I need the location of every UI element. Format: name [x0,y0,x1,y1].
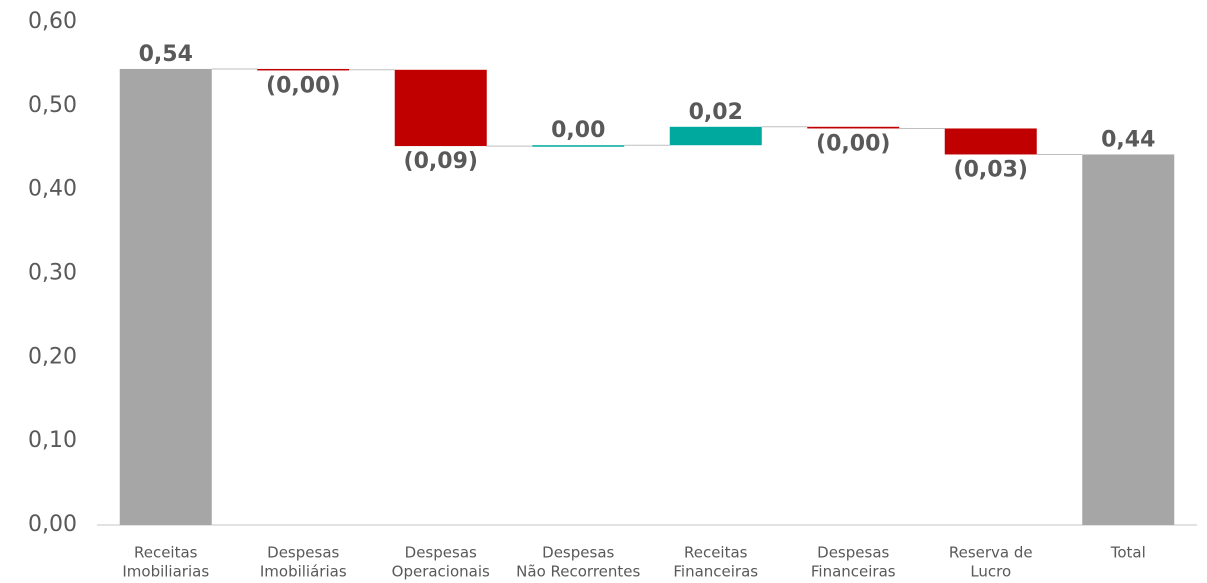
value-label: (0,03) [954,157,1028,182]
x-tick-label: Receitas [134,544,198,562]
x-tick-label: Não Recorrentes [516,563,640,581]
y-tick-label: 0,50 [28,93,77,118]
y-tick-label: 0,00 [28,512,77,537]
value-label: 0,44 [1101,127,1155,152]
bar [257,68,350,71]
x-tick-label: Despesas [542,544,614,562]
value-label: (0,09) [404,149,478,174]
x-tick-label: Receitas [684,544,748,562]
x-tick-label: Reserva de [949,544,1033,562]
x-tick-label: Total [1110,544,1146,562]
value-label: (0,00) [266,73,340,98]
value-label: 0,00 [551,118,605,143]
y-tick-label: 0,60 [28,9,77,34]
bar [532,145,625,147]
bar [1082,154,1175,525]
value-label: 0,02 [689,100,743,125]
value-label: 0,54 [139,42,193,67]
x-tick-label: Despesas [817,544,889,562]
bar [807,126,900,129]
x-tick-label: Imobiliarias [122,563,209,581]
y-tick-label: 0,30 [28,261,77,286]
bar [944,128,1037,155]
x-tick-label: Imobiliárias [260,563,347,581]
x-tick-label: Lucro [970,563,1011,581]
x-tick-label: Despesas [405,544,477,562]
x-tick-label: Financeiras [811,563,896,581]
y-tick-label: 0,40 [28,177,77,202]
bar [394,69,487,147]
value-label: (0,00) [816,131,890,156]
y-tick-label: 0,10 [28,428,77,453]
bar [669,126,762,146]
y-tick-label: 0,20 [28,344,77,369]
bar [119,68,212,526]
x-tick-label: Operacionais [392,563,490,581]
x-tick-label: Financeiras [673,563,758,581]
x-tick-label: Despesas [267,544,339,562]
